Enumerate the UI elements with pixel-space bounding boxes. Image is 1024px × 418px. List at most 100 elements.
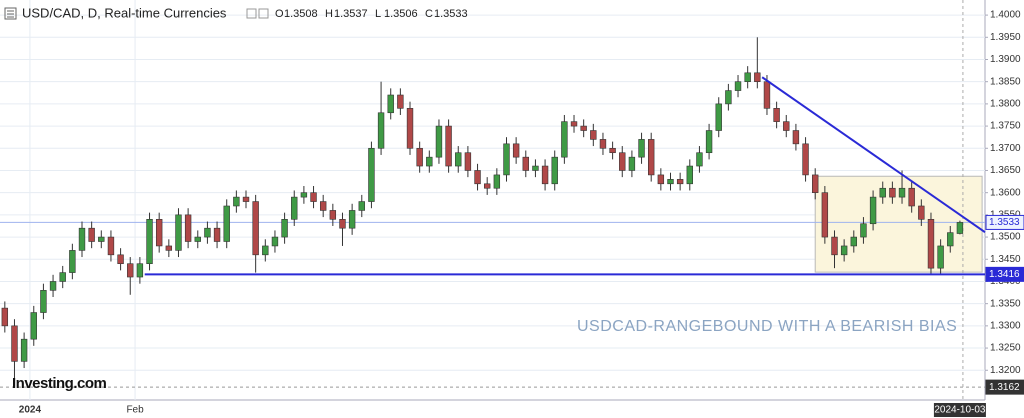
settings-icon[interactable]: [246, 8, 257, 19]
candle-body: [898, 187, 906, 198]
candle-body: [715, 103, 722, 131]
labels: 1.32001.32501.33001.33501.34001.34501.35…: [19, 10, 1024, 417]
candle-body: [397, 94, 404, 109]
candle-body: [136, 263, 144, 278]
ohlc-key: C: [425, 8, 433, 20]
candle-body: [223, 205, 230, 242]
candle-body: [155, 219, 163, 247]
overlays: [0, 0, 985, 400]
ohlc-value: 1.3508: [284, 8, 318, 20]
candle-body: [908, 187, 915, 207]
candle-body: [204, 227, 211, 238]
candle-body: [445, 125, 452, 167]
candle-body: [927, 219, 935, 269]
candle-body: [503, 143, 510, 176]
candle-body: [812, 174, 819, 193]
candle-body: [561, 121, 568, 158]
y-tick-label: 1.3200: [990, 365, 1021, 376]
y-tick-label: 1.3250: [990, 343, 1021, 354]
candle-body: [532, 165, 539, 171]
candle-body: [648, 139, 655, 176]
y-tick-label: 1.3500: [990, 232, 1021, 243]
candle-body: [175, 214, 182, 251]
candle-body: [165, 245, 173, 251]
candle-body: [744, 72, 751, 82]
ohlc-value: 1.3533: [434, 8, 468, 20]
candle-body: [368, 147, 375, 202]
candle-body: [78, 227, 86, 251]
price-tag: [985, 266, 1024, 282]
candle-body: [599, 139, 607, 149]
y-tick-label: 1.3750: [990, 121, 1021, 132]
candle-body: [416, 147, 423, 167]
candle-body: [821, 192, 829, 238]
candle-body: [310, 192, 317, 202]
candle-body: [869, 196, 877, 225]
candle-body: [464, 152, 472, 171]
candle-body: [30, 312, 37, 340]
candle-body: [657, 174, 665, 185]
candle-body: [734, 81, 742, 91]
drawings: [144, 76, 986, 276]
ohlc-key: H: [325, 8, 333, 20]
menu-icon[interactable]: [4, 7, 17, 20]
candle-body: [233, 196, 240, 207]
y-tick-label: 1.3700: [990, 143, 1021, 154]
candle-body: [339, 219, 346, 229]
candle-body: [638, 139, 645, 158]
candle-body: [783, 121, 790, 131]
y-tick-label: 1.3950: [990, 32, 1021, 43]
price-tag: [985, 214, 1024, 230]
candle-body: [213, 227, 221, 242]
candle-body: [11, 325, 18, 362]
y-tick-label: 1.3650: [990, 165, 1021, 176]
trendline: [761, 76, 986, 234]
candles: [1, 37, 964, 380]
candle-body: [98, 236, 105, 242]
y-tick-label: 1.3450: [990, 254, 1021, 265]
date-tag: [933, 403, 986, 417]
candle-body: [802, 143, 809, 176]
candle-body: [358, 201, 365, 211]
y-tick-label: 1.3800: [990, 99, 1021, 110]
price-tag-label: 1.3533: [989, 217, 1020, 228]
candle-body: [889, 187, 896, 198]
candle-body: [387, 94, 394, 114]
candle-body: [107, 236, 115, 256]
candle-body: [406, 108, 414, 149]
candle-body: [850, 236, 857, 247]
candle-body: [455, 152, 462, 167]
candle-body: [262, 245, 269, 256]
candle-body: [686, 165, 693, 185]
candle-body: [725, 90, 732, 105]
price-tag-label: 1.3416: [989, 269, 1020, 280]
candle-body: [377, 112, 385, 149]
candle-body: [281, 219, 288, 238]
candle-body: [493, 174, 501, 189]
logo: Investing.com: [12, 375, 107, 392]
candle-body: [754, 72, 761, 82]
candle-body: [831, 236, 838, 256]
candle-body: [88, 227, 95, 242]
candle-body: [117, 254, 124, 265]
candle-body: [184, 214, 192, 242]
candle-body: [619, 152, 626, 171]
ohlc-value: 1.3537: [334, 8, 368, 20]
candle-body: [59, 272, 66, 282]
candle-body: [329, 210, 337, 220]
candle-body: [291, 196, 298, 220]
candle-body: [20, 338, 28, 362]
candle-body: [570, 121, 578, 127]
annotation: USDCAD-RANGEBOUND WITH A BEARISH BIAS: [577, 318, 957, 335]
candle-body: [435, 125, 443, 158]
ohlc-value: 1.3506: [384, 8, 418, 20]
candle-body: [49, 281, 57, 291]
candle-body: [551, 156, 558, 185]
chart-title: USD/CAD, D, Real-time Currencies: [22, 5, 227, 20]
ohlc-key: L: [375, 8, 381, 20]
settings-icon[interactable]: [258, 8, 269, 19]
y-tick-label: 1.3900: [990, 54, 1021, 65]
candle-body: [676, 179, 684, 185]
candle-body: [580, 125, 587, 131]
candle-body: [937, 245, 944, 269]
